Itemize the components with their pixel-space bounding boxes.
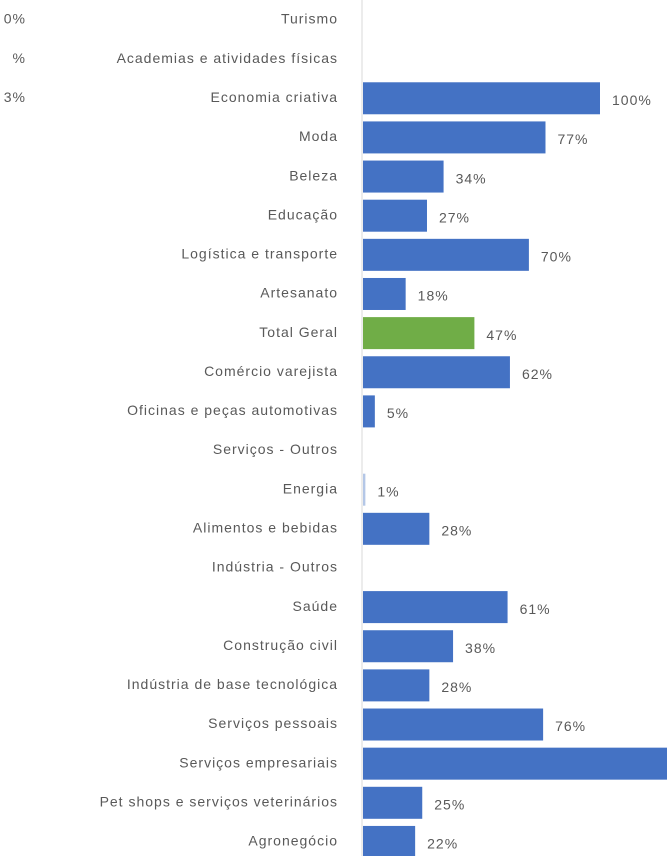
bar: [363, 473, 366, 506]
value-label: 38%: [465, 640, 496, 656]
clipped-label: %: [13, 50, 26, 66]
bar: [363, 317, 475, 350]
y-tick-label: Comércio varejista: [204, 363, 338, 379]
bar: [363, 395, 375, 428]
value-label: 22%: [427, 836, 458, 852]
y-tick-label: Academias e atividades físicas: [117, 50, 338, 66]
value-label: 77%: [557, 131, 588, 147]
y-tick-label: Construção civil: [223, 637, 338, 653]
value-label: 27%: [439, 209, 470, 225]
bar: [363, 786, 423, 819]
bar: [363, 82, 600, 115]
y-tick-label: Logística e transporte: [181, 246, 338, 262]
y-tick-label: Educação: [268, 206, 338, 222]
bar: [363, 630, 454, 663]
y-tick-label: Artesanato: [260, 285, 338, 301]
value-label: 28%: [441, 523, 472, 539]
bar: [363, 669, 430, 702]
bar: [363, 708, 544, 741]
clipped-label: 0%: [4, 11, 26, 27]
bar: [363, 512, 430, 545]
y-tick-label: Serviços empresariais: [179, 754, 338, 770]
bar: [363, 747, 667, 780]
y-tick-label: Turismo: [281, 11, 338, 27]
value-label: 25%: [434, 797, 465, 813]
bar: [363, 591, 508, 624]
value-label: 47%: [486, 327, 517, 343]
value-label: 18%: [418, 288, 449, 304]
y-tick-label: Serviços - Outros: [213, 441, 338, 457]
value-label: 76%: [555, 718, 586, 734]
y-tick-label: Indústria de base tecnológica: [127, 676, 338, 692]
y-tick-label: Serviços pessoais: [208, 715, 338, 731]
value-label: 5%: [387, 405, 409, 421]
bar: [363, 199, 427, 232]
value-label: 34%: [456, 170, 487, 186]
bar: [363, 825, 416, 856]
y-tick-label: Pet shops e serviços veterinários: [100, 794, 338, 810]
value-label: 62%: [522, 366, 553, 382]
y-tick-label: Oficinas e peças automotivas: [127, 402, 338, 418]
y-tick-label: Beleza: [289, 167, 338, 183]
value-label: 1%: [377, 483, 399, 499]
y-tick-label: Economia criativa: [211, 89, 339, 105]
bar: [363, 121, 546, 154]
value-label: 28%: [441, 679, 472, 695]
value-label: 61%: [520, 601, 551, 617]
y-tick-label: Moda: [299, 128, 338, 144]
clipped-label: 3%: [4, 89, 26, 105]
y-tick-label: Saúde: [293, 598, 338, 614]
value-label: 100%: [612, 92, 652, 108]
bar: [363, 356, 510, 389]
value-label: 70%: [541, 249, 572, 265]
y-tick-label: Energia: [283, 480, 338, 496]
bar: [363, 277, 406, 310]
y-tick-label: Alimentos e bebidas: [193, 520, 338, 536]
y-tick-label: Agronegócio: [248, 833, 338, 849]
y-tick-label: Indústria - Outros: [212, 559, 338, 575]
y-tick-label: Total Geral: [259, 324, 338, 340]
bar: [363, 160, 444, 193]
bar: [363, 238, 529, 271]
